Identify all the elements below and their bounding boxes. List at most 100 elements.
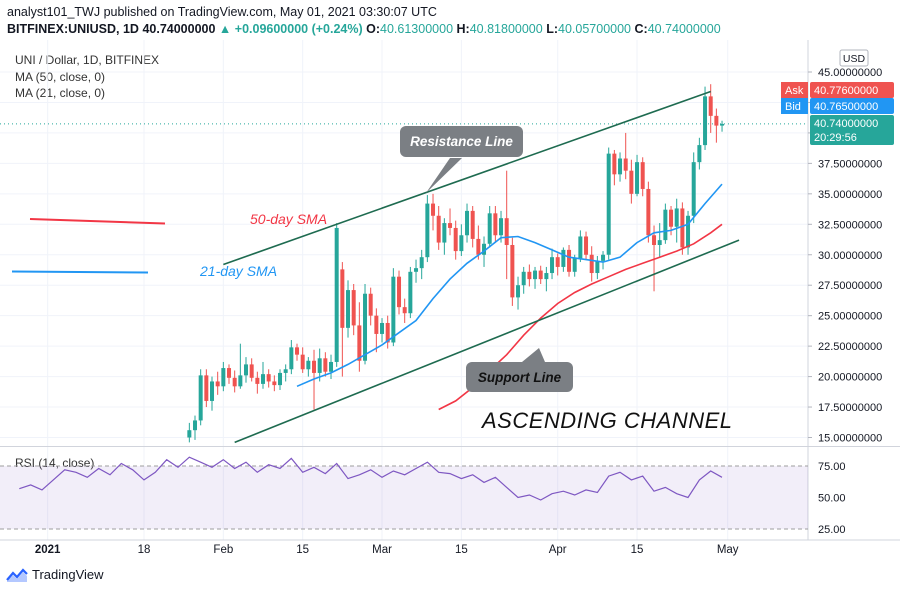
ma21-legend[interactable]: MA (21, close, 0) [15, 86, 106, 100]
candle-body [499, 218, 504, 236]
rsi-legend[interactable]: RSI (14, close) [15, 456, 95, 470]
price-tick-label: 22.50000000 [818, 341, 882, 353]
candle-body [527, 271, 532, 280]
candle-down [357, 302, 362, 372]
candle-up [380, 318, 385, 343]
sma21-legend-swatch [11, 270, 149, 274]
candle-body [601, 254, 606, 261]
candle-up [601, 251, 606, 270]
currency-button [839, 49, 869, 67]
candle-body [448, 223, 453, 228]
chart-legend-title[interactable]: UNI / Dollar, 1D, BITFINEX [15, 53, 160, 67]
rsi-tick-label: 25.00 [818, 524, 846, 536]
candle-down [470, 206, 475, 248]
candle-down [385, 315, 390, 349]
publisher-line: analyst101_TWJ published on TradingView.… [7, 5, 437, 19]
candle-down [266, 369, 271, 388]
candle-down [351, 283, 356, 336]
candle-body [419, 257, 424, 269]
candle-up [261, 361, 266, 389]
candle-body [323, 358, 328, 372]
candle-up [289, 340, 294, 375]
last-price-badge [810, 115, 894, 145]
time-tick-label: Apr [549, 544, 567, 556]
candle-down [646, 181, 651, 243]
candle-down [368, 287, 373, 326]
candle-body [714, 115, 719, 126]
time-tick-label: 15 [455, 544, 468, 556]
candle-down [431, 193, 436, 231]
candle-body [374, 315, 379, 334]
candle-body [385, 322, 390, 343]
price-tick-label: 20.00000000 [818, 372, 882, 384]
candle-body [232, 377, 237, 387]
price-tick-label: 32.50000000 [818, 219, 882, 231]
candle-down [340, 262, 345, 377]
candle-body [652, 235, 657, 246]
candle-body [198, 375, 203, 421]
candle-body [618, 158, 623, 175]
grid [0, 40, 900, 541]
candle-body [283, 369, 288, 373]
candle-body [646, 188, 651, 236]
high-label: H: [456, 22, 470, 36]
candle-down [527, 264, 532, 287]
rsi-band [0, 466, 808, 529]
candles [187, 84, 725, 443]
candle-body [334, 227, 339, 362]
resistance-callout-pointer [426, 158, 462, 193]
candle-body [578, 236, 583, 259]
bar-countdown: 20:29:56 [814, 132, 857, 144]
candle-down [680, 202, 685, 255]
candle-up [465, 203, 470, 243]
candle-up [391, 268, 396, 347]
candle-down [555, 253, 560, 276]
candle-up [414, 259, 419, 283]
ma50-legend[interactable]: MA (50, close, 0) [15, 70, 106, 84]
price-tick-label: 25.00000000 [818, 311, 882, 323]
candle-up [329, 354, 334, 380]
candle-up [408, 266, 413, 319]
candle-body [691, 162, 696, 216]
candle-body [221, 368, 226, 387]
support-line [234, 239, 740, 444]
time-tick-label: May [717, 544, 739, 556]
candle-down [215, 371, 220, 395]
candle-up [691, 152, 696, 224]
candle-body [493, 213, 498, 236]
candle-body [249, 364, 254, 378]
annotations: 50-day SMA 21-day SMA Resistance Line Suppo… [11, 126, 732, 433]
time-tick-label: 15 [631, 544, 644, 556]
candle-down [453, 220, 458, 260]
rsi-line [19, 456, 723, 501]
candle-down [640, 157, 645, 197]
candle-up [635, 154, 640, 197]
tradingview-logo[interactable]: TradingView [6, 567, 104, 582]
tradingview-logo-text: TradingView [32, 567, 104, 582]
candle-down [295, 343, 300, 361]
candle-up [595, 255, 600, 280]
candle-up [697, 137, 702, 170]
ask-value-bg [810, 82, 894, 98]
candle-body [623, 158, 628, 171]
currency-label: USD [843, 53, 866, 65]
price-tick-label: 45.00000000 [818, 67, 882, 79]
candle-down [612, 149, 617, 186]
candle-up [561, 247, 566, 272]
rsi-tick-label: 75.00 [818, 461, 846, 473]
candle-body [521, 271, 526, 286]
candle-body [533, 270, 538, 280]
candle-down [374, 308, 379, 353]
candle-body [391, 276, 396, 343]
rsi-tick-label: 50.00 [818, 493, 846, 505]
candle-body [408, 271, 413, 314]
candle-body [278, 372, 283, 386]
candle-body [584, 236, 589, 255]
candle-up [674, 198, 679, 243]
candle-body [442, 223, 447, 243]
candle-up [317, 348, 322, 382]
candle-body [210, 381, 215, 401]
candle-body [708, 96, 713, 116]
low-label: L: [546, 22, 559, 36]
